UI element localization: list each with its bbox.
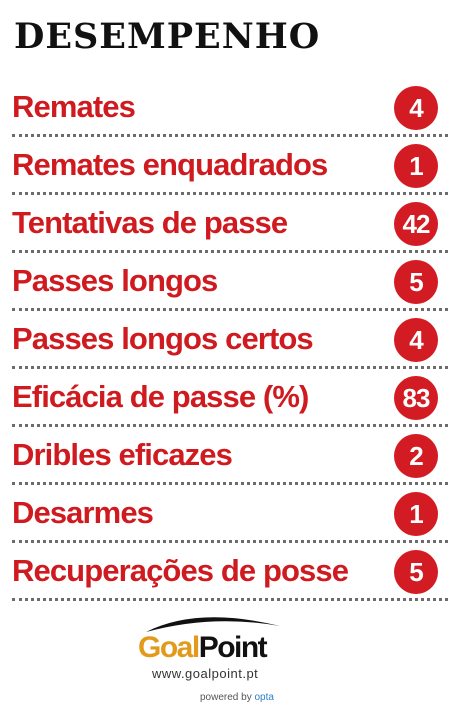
stat-label: Dribles eficazes [12, 437, 233, 472]
stat-label: Tentativas de passe [12, 205, 288, 240]
stat-value-badge: 1 [394, 144, 438, 188]
stat-label: Passes longos [12, 263, 218, 298]
stat-value-badge: 5 [394, 550, 438, 594]
stat-row-dribles-eficazes: Dribles eficazes 2 [12, 427, 448, 485]
stat-row-eficacia-de-passe: Eficácia de passe (%) 83 [12, 369, 448, 427]
stat-row-recuperacoes-de-posse: Recuperações de posse 5 [12, 543, 448, 601]
logo-powered-by: powered by opta [200, 692, 274, 703]
stat-value-badge: 4 [394, 86, 438, 130]
stat-row-passes-longos: Passes longos 5 [12, 253, 448, 311]
stat-label: Remates [12, 89, 136, 124]
logo-wordmark-point: Point [198, 631, 268, 664]
stat-row-passes-longos-certos: Passes longos certos 4 [12, 311, 448, 369]
stat-label: Eficácia de passe (%) [12, 379, 309, 414]
logo-swoosh-icon [146, 617, 280, 632]
logo-powered-prefix: powered by [200, 692, 252, 703]
stat-label: Remates enquadrados [12, 147, 328, 182]
stat-row-remates-enquadrados: Remates enquadrados 1 [12, 137, 448, 195]
stat-row-desarmes: Desarmes 1 [12, 485, 448, 543]
panel-title: DESEMPENHO [14, 16, 321, 57]
logo-wordmark-goal: Goal [138, 631, 200, 664]
stat-label: Desarmes [12, 495, 154, 530]
stat-value-badge: 5 [394, 260, 438, 304]
stat-value-badge: 4 [394, 318, 438, 362]
stat-label: Recuperações de posse [12, 553, 349, 588]
stat-value-badge: 1 [394, 492, 438, 536]
logo-url: www.goalpoint.pt [152, 666, 259, 681]
stats-list: Remates 4 Remates enquadrados 1 Tentativ… [12, 79, 448, 601]
stat-value-badge: 2 [394, 434, 438, 478]
stat-row-remates: Remates 4 [12, 79, 448, 137]
logo-powered-brand: opta [254, 692, 274, 703]
stat-value-badge: 83 [394, 376, 438, 420]
stat-label: Passes longos certos [12, 321, 314, 356]
logo-wordmark: GoalPoint [138, 630, 268, 666]
stat-row-tentativas-de-passe: Tentativas de passe 42 [12, 195, 448, 253]
stat-value-badge: 42 [394, 202, 438, 246]
goalpoint-logo: GoalPoint www.goalpoint.pt powered by op… [128, 608, 308, 708]
